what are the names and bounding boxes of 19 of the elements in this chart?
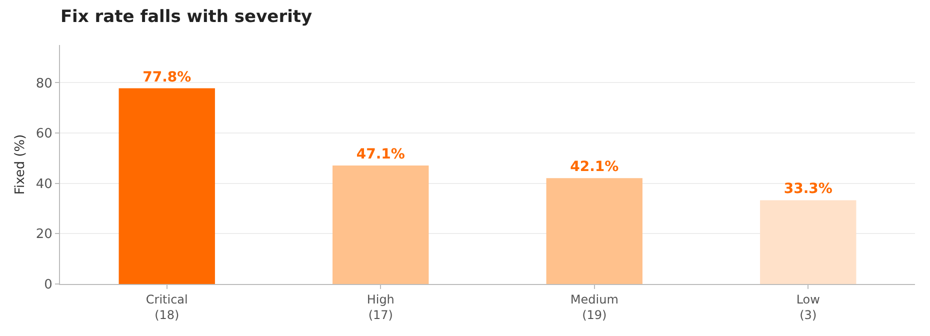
bar xyxy=(760,200,856,284)
y-tick-label: 80 xyxy=(36,76,52,92)
bar xyxy=(546,178,642,284)
x-tick-label: High (17) xyxy=(366,292,394,322)
y-axis-title: Fixed (%) xyxy=(12,134,28,195)
x-tick-label: Medium (19) xyxy=(570,292,618,322)
y-tick-label: 20 xyxy=(36,227,52,242)
data-label: 42.1% xyxy=(570,159,619,176)
y-tick-label: 0 xyxy=(44,278,52,293)
y-tick-label: 60 xyxy=(36,126,52,142)
bar xyxy=(118,88,215,284)
data-label: 33.3% xyxy=(784,181,832,198)
chart-title: Fix rate falls with severity xyxy=(60,6,312,27)
bar xyxy=(332,166,429,284)
data-label: 47.1% xyxy=(356,146,405,163)
y-tick-label: 40 xyxy=(36,176,52,192)
x-tick-label: Low (3) xyxy=(796,292,820,322)
x-tick-label: Critical (18) xyxy=(146,292,188,322)
data-label: 77.8% xyxy=(142,69,192,86)
